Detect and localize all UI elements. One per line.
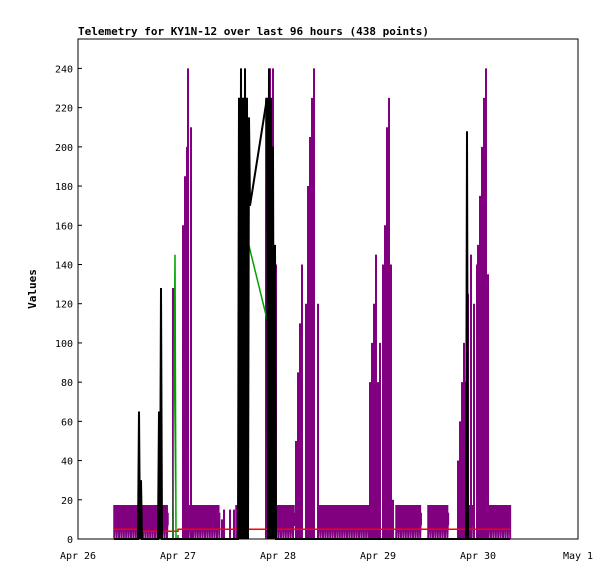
y-tick-label: 140 xyxy=(55,260,73,271)
series-group xyxy=(113,68,512,540)
x-tick-label: Apr 30 xyxy=(460,551,496,562)
y-tick-label: 80 xyxy=(61,378,73,389)
y-tick-label: 160 xyxy=(55,221,73,232)
y-tick-label: 240 xyxy=(55,64,73,75)
x-tick-label: Apr 26 xyxy=(60,551,96,562)
series-purple-band xyxy=(187,504,221,540)
x-tick-label: Apr 27 xyxy=(160,551,196,562)
y-tick-label: 120 xyxy=(55,300,73,311)
series-purple-band xyxy=(317,504,376,540)
y-tick-label: 60 xyxy=(61,417,73,428)
y-tick-label: 180 xyxy=(55,182,73,193)
y-tick-label: 0 xyxy=(67,535,73,546)
y-tick-label: 220 xyxy=(55,104,73,115)
series-purple-band xyxy=(395,504,422,540)
chart-title: Telemetry for KY1N-12 over last 96 hours… xyxy=(78,25,429,38)
plot-frame xyxy=(77,38,579,540)
y-axis-label: Values xyxy=(26,269,39,309)
x-tick-label: May 1 xyxy=(563,551,593,562)
series-black-line xyxy=(114,68,510,540)
y-tick-label: 200 xyxy=(55,143,73,154)
y-tick-label: 40 xyxy=(61,457,73,468)
x-tick-label: Apr 28 xyxy=(260,551,296,562)
y-tick-label: 100 xyxy=(55,339,73,350)
y-tick-label: 20 xyxy=(61,496,73,507)
x-tick-label: Apr 29 xyxy=(360,551,396,562)
series-purple-band xyxy=(485,504,512,540)
series-purple-band xyxy=(427,504,450,540)
series-purple-band xyxy=(275,504,296,540)
y-axis: 0 20 40 60 80 100 120 140 160 180 200 220 240 xyxy=(55,64,82,546)
